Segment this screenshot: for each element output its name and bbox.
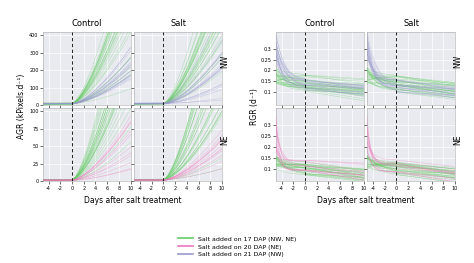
Text: Control: Control bbox=[72, 19, 102, 28]
Text: NE: NE bbox=[220, 134, 229, 145]
Text: Days after salt treatment: Days after salt treatment bbox=[83, 196, 181, 205]
Text: RGR (d⁻¹): RGR (d⁻¹) bbox=[250, 88, 259, 125]
Legend: Salt added on 17 DAP (NW, NE), Salt added on 20 DAP (NE), Salt added on 21 DAP (: Salt added on 17 DAP (NW, NE), Salt adde… bbox=[175, 234, 299, 260]
Text: NW: NW bbox=[453, 55, 462, 68]
Text: NW: NW bbox=[220, 55, 229, 68]
Text: Control: Control bbox=[304, 19, 335, 28]
Text: AGR (kPixels.d⁻¹): AGR (kPixels.d⁻¹) bbox=[17, 74, 26, 139]
Text: Salt: Salt bbox=[403, 19, 419, 28]
Text: Days after salt treatment: Days after salt treatment bbox=[317, 196, 414, 205]
Text: NE: NE bbox=[453, 134, 462, 145]
Text: Salt: Salt bbox=[170, 19, 186, 28]
